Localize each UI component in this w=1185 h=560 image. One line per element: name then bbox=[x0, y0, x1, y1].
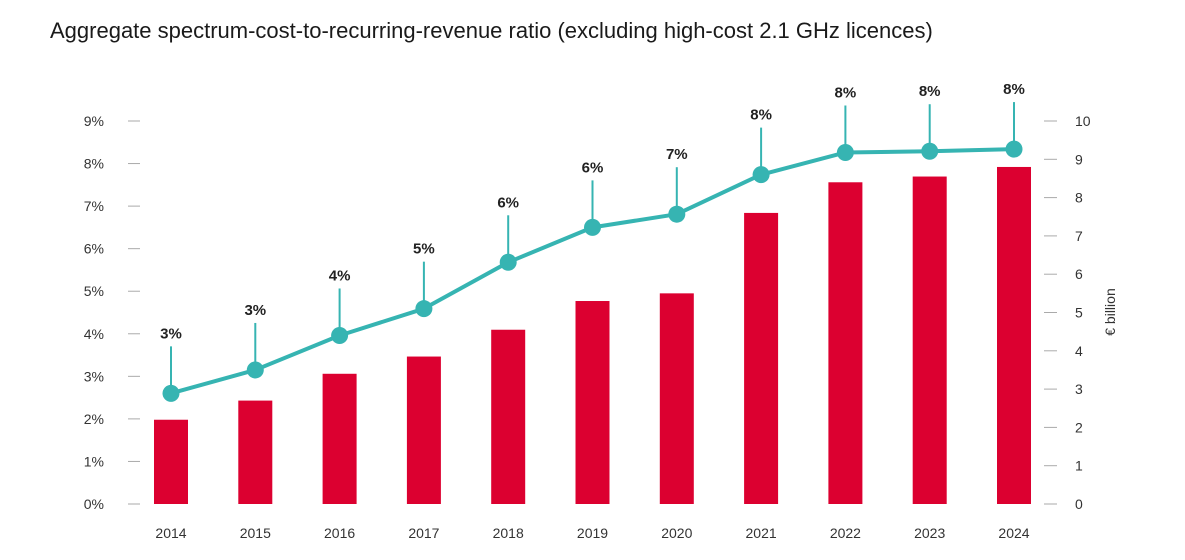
line-point bbox=[415, 300, 433, 318]
x-axis-tick-label: 2024 bbox=[998, 525, 1029, 541]
right-axis-tick-label: 3 bbox=[1075, 381, 1083, 397]
bar bbox=[491, 329, 526, 504]
data-label: 8% bbox=[750, 107, 772, 124]
bar bbox=[912, 176, 947, 504]
line-point bbox=[162, 384, 180, 402]
right-axis-tick-label: 7 bbox=[1075, 228, 1083, 244]
bar bbox=[744, 212, 779, 505]
data-label: 6% bbox=[497, 194, 519, 211]
x-axis-tick-label: 2022 bbox=[830, 525, 861, 541]
right-axis-tick-label: 2 bbox=[1075, 419, 1083, 435]
x-axis-tick-label: 2023 bbox=[914, 525, 945, 541]
bar bbox=[322, 373, 357, 504]
line-point bbox=[584, 218, 601, 236]
data-label: 6% bbox=[582, 159, 604, 176]
bar bbox=[575, 301, 610, 504]
x-axis-tick-label: 2018 bbox=[493, 525, 524, 541]
data-label: 4% bbox=[329, 267, 351, 284]
line-point bbox=[921, 142, 939, 160]
bar bbox=[659, 293, 694, 504]
left-axis-tick-label: 2% bbox=[84, 411, 104, 427]
x-axis-tick-label: 2020 bbox=[661, 525, 692, 541]
left-axis-tick-label: 0% bbox=[84, 496, 104, 512]
left-axis-tick-label: 3% bbox=[84, 368, 104, 384]
data-label: 8% bbox=[919, 83, 941, 100]
data-label: 8% bbox=[835, 84, 857, 101]
data-label: 8% bbox=[1003, 81, 1025, 98]
data-label: 3% bbox=[160, 325, 182, 342]
data-label: 7% bbox=[666, 146, 688, 163]
right-axis-tick-label: 8 bbox=[1075, 190, 1083, 206]
x-axis-tick-label: 2017 bbox=[408, 525, 439, 541]
x-axis-tick-label: 2021 bbox=[746, 525, 777, 541]
left-axis-tick-label: 5% bbox=[84, 283, 104, 299]
bar bbox=[997, 166, 1031, 504]
line-point bbox=[668, 205, 686, 223]
x-axis-tick-label: 2015 bbox=[240, 525, 271, 541]
data-label: 5% bbox=[413, 241, 435, 258]
right-axis-tick-label: 4 bbox=[1075, 343, 1083, 359]
bar bbox=[238, 400, 273, 504]
line-point bbox=[836, 143, 854, 161]
x-axis-tick-label: 2019 bbox=[577, 525, 608, 541]
right-axis-tick-label: 1 bbox=[1075, 458, 1083, 474]
line-point bbox=[499, 253, 517, 271]
line-point bbox=[1005, 140, 1023, 158]
left-axis-tick-label: 7% bbox=[84, 198, 104, 214]
line-point bbox=[752, 166, 770, 184]
data-label: 3% bbox=[244, 302, 266, 319]
x-axis-tick-label: 2016 bbox=[324, 525, 355, 541]
left-axis-tick-label: 9% bbox=[84, 113, 104, 129]
left-axis-tick-label: 6% bbox=[84, 241, 104, 257]
right-axis-tick-label: 5 bbox=[1075, 305, 1083, 321]
right-axis-title: € billion bbox=[1102, 288, 1118, 335]
x-axis-tick-label: 2014 bbox=[155, 525, 186, 541]
left-axis-tick-label: 8% bbox=[84, 156, 104, 172]
right-axis-tick-label: 0 bbox=[1075, 496, 1083, 512]
chart-title: Aggregate spectrum-cost-to-recurring-rev… bbox=[50, 18, 933, 43]
left-axis-tick-label: 1% bbox=[84, 453, 104, 469]
line-point bbox=[246, 361, 264, 379]
bar bbox=[828, 182, 863, 504]
bar bbox=[154, 419, 188, 504]
bar bbox=[406, 356, 441, 504]
left-axis-tick-label: 4% bbox=[84, 326, 104, 342]
line-point bbox=[331, 326, 349, 344]
right-axis-tick-label: 6 bbox=[1075, 266, 1083, 282]
right-axis-tick-label: 10 bbox=[1075, 113, 1091, 129]
right-axis-tick-label: 9 bbox=[1075, 151, 1083, 167]
